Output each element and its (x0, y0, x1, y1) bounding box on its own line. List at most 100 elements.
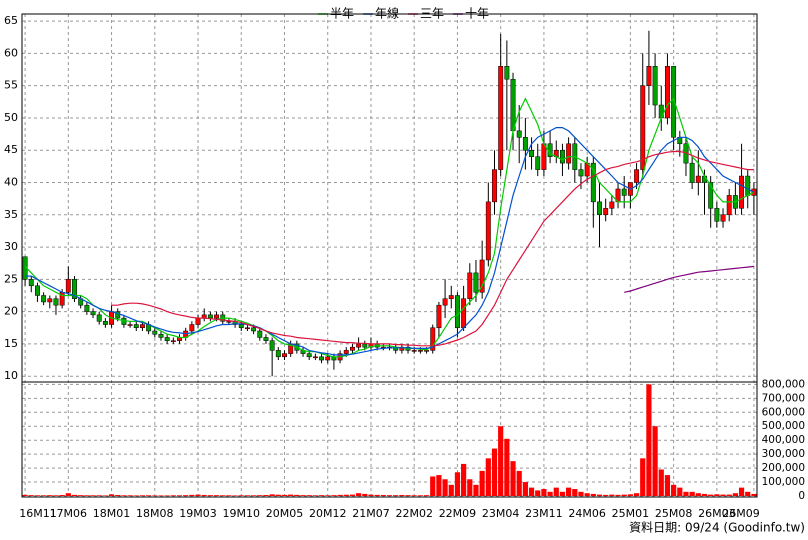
volume-bar (146, 495, 152, 496)
x-tick-label: 25M01 (612, 507, 650, 520)
volume-bar (473, 484, 479, 496)
candle-body (603, 208, 609, 216)
candle-body (671, 66, 677, 138)
candle-body (195, 317, 201, 325)
x-tick-label: 21M07 (352, 507, 390, 520)
volume-bar (41, 495, 47, 496)
candle-body (84, 304, 90, 312)
candle-body (529, 149, 535, 157)
volume-bar (510, 461, 516, 496)
volume-bar (337, 494, 343, 496)
plot-frame (21, 13, 758, 498)
candle-body (559, 149, 565, 164)
volume-bar (170, 495, 176, 496)
candle-body (65, 279, 71, 293)
candle-body (516, 130, 522, 138)
volume-bar (232, 495, 238, 496)
volume-bar (640, 458, 646, 496)
volume-bar (238, 495, 244, 496)
x-tick-label: 20M12 (309, 507, 347, 520)
candle-body (751, 188, 757, 196)
y-tick-label: 40 (4, 176, 18, 189)
volume-bar (677, 487, 683, 496)
volume-bar (288, 494, 294, 496)
volume-bar (139, 495, 146, 496)
volume-bar (84, 495, 90, 496)
volume-bar (652, 426, 658, 496)
volume-bar (627, 494, 633, 496)
candle-body (510, 78, 516, 132)
candle-body (214, 314, 220, 319)
volume-tick-label: 100,000 (762, 476, 805, 488)
volume-bar (498, 426, 504, 496)
volume-bar (547, 491, 553, 496)
volume-bar (535, 490, 541, 496)
candle-body (498, 66, 504, 170)
footer: 資料日期: 09/24 (Goodinfo.tw) (629, 521, 805, 535)
volume-bar (121, 495, 127, 496)
x-tick-label: 22M02 (395, 507, 433, 520)
candle-body (312, 356, 318, 359)
candle-body (640, 85, 646, 170)
candle-body (306, 353, 312, 358)
volume-bar (251, 495, 257, 496)
candle-body (590, 162, 596, 203)
volume-bar (720, 494, 726, 496)
candle-body (72, 279, 77, 299)
candle-body (133, 324, 139, 329)
candle-body (541, 143, 547, 170)
candle-body (430, 327, 436, 351)
y-tick-label: 35 (4, 208, 18, 221)
volume-bar (244, 495, 251, 496)
volume-bar (59, 495, 65, 496)
y-tick-label: 30 (4, 240, 18, 253)
candle-body (479, 259, 485, 293)
volume-bar (325, 495, 331, 496)
volume-bar (671, 484, 677, 496)
candle-body (343, 350, 349, 354)
volume-bar (115, 495, 121, 496)
x-tick-label: 18M08 (136, 507, 174, 520)
volume-tick-label: 200,000 (762, 462, 805, 474)
y-tick-label: 25 (4, 272, 18, 285)
volume-bar (430, 476, 436, 496)
volume-bar (294, 494, 300, 496)
volume-bar (331, 495, 337, 496)
volume-bar (133, 495, 139, 496)
x-tick-label: 24M06 (568, 507, 606, 520)
candle-body (424, 350, 430, 352)
volume-bar (386, 495, 393, 496)
candle-body (720, 214, 726, 222)
candle-body (695, 175, 701, 183)
volume-bar (603, 494, 609, 496)
volume-bar (176, 495, 183, 496)
volume-bar (732, 493, 738, 496)
candle-body (417, 350, 423, 352)
x-tick-label: 17M06 (50, 507, 88, 520)
candle-body (652, 66, 658, 106)
x-tick-label: 22M09 (439, 507, 477, 520)
candle-body (96, 314, 102, 322)
volume-bar (349, 494, 356, 496)
candle-body (739, 175, 745, 209)
x-tick-label: 25M08 (655, 507, 693, 520)
volume-bar (312, 495, 318, 496)
volume-bar (96, 495, 102, 496)
volume-bar (528, 487, 535, 496)
candle-body (238, 324, 244, 329)
volume-bar (108, 494, 115, 496)
volume-bar (609, 494, 615, 496)
volume-bar (491, 448, 498, 496)
volume-bar (164, 495, 170, 496)
candle-body (102, 321, 108, 325)
y-tick-label: 45 (4, 143, 18, 156)
candle-body (454, 295, 460, 329)
x-tick-label: 20M05 (266, 507, 304, 520)
candle-body (34, 285, 40, 296)
candle-body (411, 350, 417, 352)
volume-bar (708, 494, 714, 496)
candle-body (53, 298, 59, 306)
candle-body (689, 162, 695, 183)
volume-bar (423, 495, 430, 496)
volume-tick-label: 300,000 (762, 448, 805, 460)
